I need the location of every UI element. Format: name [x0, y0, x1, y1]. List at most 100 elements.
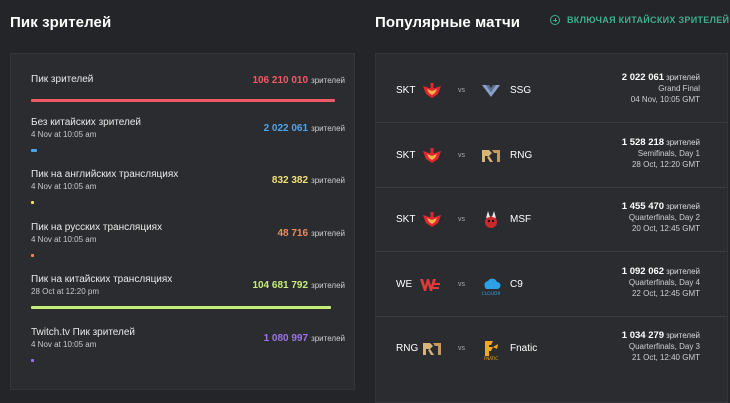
peak-row-label: Пик на английских трансляциях [31, 169, 179, 180]
popular-matches-list: SKT vs SSG 2 022 061 зрителей Grand Final 04 N… [376, 59, 727, 389]
peak-row-value: 832 382 зрителей [272, 175, 345, 186]
plus-circle-icon [550, 15, 560, 25]
toggle-label: включая китайских зрителей [567, 15, 730, 25]
match-info: 1 528 218 зрителей Semifinals, Day 1 28 Oct… [622, 137, 700, 170]
peak-row-bar-fill [31, 99, 335, 102]
peak-row-bar [31, 359, 335, 362]
vs-label: vs [458, 216, 465, 224]
peak-row-label: Twitch.tv Пик зрителей [31, 327, 136, 338]
peak-row-value: 48 716 зрителей [277, 228, 345, 239]
team1-logo-icon [423, 212, 441, 228]
peak-viewers-title: Пик зрителей [10, 14, 112, 31]
team1-logo-icon [420, 278, 440, 291]
vs-label: vs [458, 87, 465, 94]
match-viewers: 1 528 218 зрителей [622, 137, 700, 148]
match-row[interactable]: RNG vs Fnatic 1 034 279 зрителей Quarterfinal… [376, 317, 727, 381]
include-chinese-viewers-toggle[interactable]: включая китайских зрителей [550, 15, 729, 25]
match-stage: Grand Final [658, 84, 700, 93]
match-viewer-unit: зрителей [666, 202, 700, 212]
team1-name: SKT [396, 85, 416, 96]
team2-logo-icon [483, 341, 499, 361]
viewer-unit: зрителей [311, 124, 345, 133]
match-viewer-unit: зрителей [666, 266, 700, 276]
team2-logo-icon [481, 278, 501, 296]
peak-row: Пик на китайских трансляциях 28 Oct at 12… [31, 272, 345, 318]
peak-row-bar [31, 201, 335, 204]
team2-name: RNG [510, 149, 533, 161]
team2-name: C9 [510, 278, 523, 290]
match-viewers: 1 092 062 зрителей [622, 266, 700, 277]
team2-name: Fnatic [510, 343, 538, 355]
team2-logo-icon [485, 211, 497, 229]
peak-row-date: 4 Nov at 10:05 am [31, 130, 97, 139]
peak-row-bar-fill [31, 254, 34, 257]
peak-row-date: 4 Nov at 10:05 am [31, 235, 97, 244]
match-stage: Quarterfinals, Day 2 [628, 213, 700, 223]
match-viewers: 2 022 061 зрителей [622, 72, 700, 83]
team2-name: SSG [510, 85, 532, 96]
peak-row: Без китайских зрителей 4 Nov at 10:05 am 2… [31, 115, 345, 161]
team1-logo-icon [423, 147, 441, 163]
match-stage: Quarterfinals, Day 3 [628, 342, 700, 352]
match-viewer-count: 1 455 470 [621, 201, 665, 213]
peak-row-bar [31, 149, 335, 152]
team1-name: WE [396, 278, 413, 290]
popular-matches-title: Популярные матчи [375, 14, 521, 31]
match-row[interactable]: WE vs C9 1 092 062 зрителей Quarterfinals, Da… [376, 253, 727, 317]
match-viewer-count: 1 528 218 [621, 136, 665, 148]
peak-row-label: Пик на китайских трансляциях [31, 274, 173, 285]
team2-logo-icon [482, 85, 500, 97]
match-date: 20 Oct, 12:45 GMT [631, 224, 700, 234]
vs-label: vs [458, 151, 465, 159]
match-row[interactable]: SKT vs RNG 1 528 218 зрителей Semifinals, Day… [376, 124, 727, 188]
vs-label: vs [458, 280, 465, 288]
match-viewers: 1 455 470 зрителей [622, 201, 700, 212]
peak-row-value: 2 022 061 зрителей [264, 123, 345, 134]
viewer-count: 106 210 010 [252, 75, 309, 86]
viewer-count: 2 022 061 [263, 123, 309, 134]
peak-row-date: 28 Oct at 12:20 pm [31, 287, 100, 296]
peak-row: Пик зрителей 106 210 010 зрителей [31, 72, 345, 118]
peak-row-date: 4 Nov at 10:05 am [31, 340, 97, 349]
peak-row-value: 106 210 010 зрителей [252, 75, 345, 86]
viewer-unit: зрителей [311, 281, 345, 290]
match-viewer-count: 1 034 279 [621, 330, 665, 342]
peak-viewers-panel [10, 53, 355, 390]
peak-row-label: Пик на русских трансляциях [31, 222, 163, 233]
team2-logo-icon [482, 149, 500, 162]
match-info: 1 034 279 зрителей Quarterfinals, Day 3 21 … [622, 330, 700, 363]
match-row[interactable]: SKT vs SSG 2 022 061 зрителей Grand Final 04 N… [376, 59, 727, 123]
vs-label: vs [458, 345, 465, 353]
match-info: 1 092 062 зрителей Quarterfinals, Day 4 22 … [622, 266, 700, 299]
team2-name: MSF [510, 214, 532, 226]
match-viewer-unit: зрителей [666, 137, 700, 147]
popular-matches-panel [375, 53, 728, 403]
peak-row-bar-fill [31, 201, 34, 204]
peak-row-bar-fill [31, 149, 37, 152]
viewer-unit: зрителей [311, 176, 345, 185]
match-date: 21 Oct, 12:40 GMT [631, 353, 700, 363]
team1-logo-icon [423, 343, 441, 356]
peak-row-bar-fill [31, 306, 331, 309]
match-date: 28 Oct, 12:20 GMT [631, 159, 700, 169]
peak-row-date: 4 Nov at 10:05 am [31, 182, 97, 191]
match-info: 2 022 061 зрителей Grand Final 04 Nov, 10:0… [622, 72, 700, 105]
peak-row-label: Пик зрителей [31, 74, 94, 85]
peak-row-label: Без китайских зрителей [31, 117, 141, 128]
match-viewers: 1 034 279 зрителей [622, 330, 700, 341]
viewer-unit: зрителей [311, 229, 345, 238]
peak-row-bar-fill [31, 359, 34, 362]
peak-row-bar [31, 306, 335, 309]
peak-row-value: 104 681 792 зрителей [252, 280, 345, 291]
viewer-unit: зрителей [311, 334, 345, 343]
team1-name: SKT [396, 214, 416, 226]
viewer-count: 104 681 792 [252, 280, 309, 291]
viewer-count: 1 080 997 [263, 333, 309, 344]
team1-name: SKT [396, 149, 416, 161]
match-viewer-unit: зрителей [666, 331, 700, 341]
match-stage: Quarterfinals, Day 4 [628, 277, 700, 287]
peak-row-value: 1 080 997 зрителей [264, 333, 345, 344]
match-row[interactable]: SKT vs MSF 1 455 470 зрителей Quarterfinals, … [376, 188, 727, 253]
peak-row: Twitch.tv Пик зрителей 4 Nov at 10:05 am 1… [31, 325, 345, 371]
match-viewer-count: 1 092 062 [621, 265, 665, 277]
